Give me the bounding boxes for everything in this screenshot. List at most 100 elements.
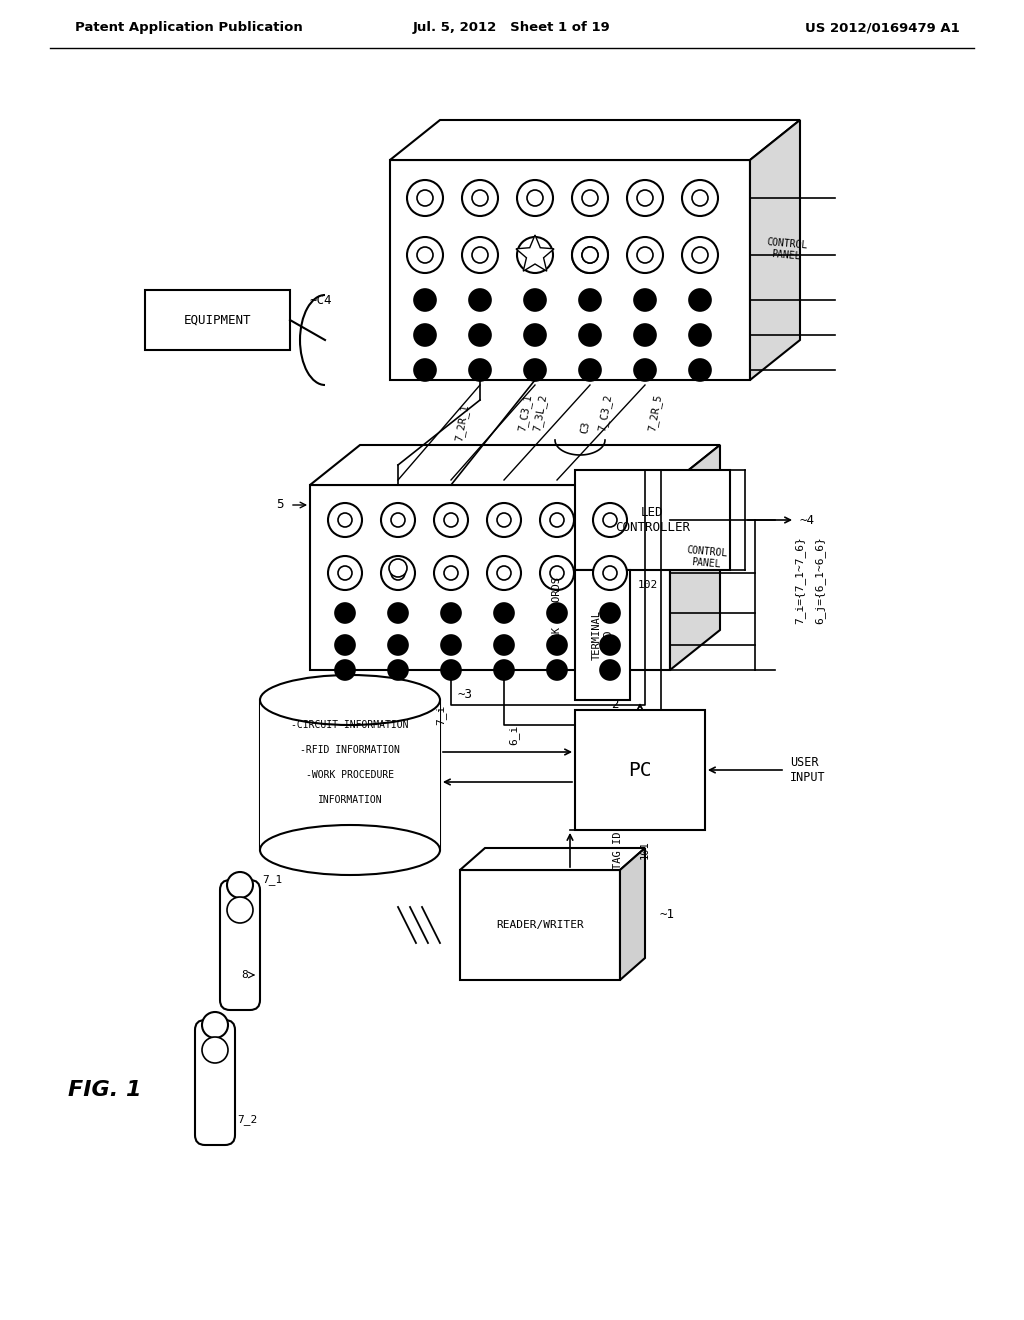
Text: Patent Application Publication: Patent Application Publication — [75, 21, 303, 34]
Text: 8: 8 — [242, 970, 249, 979]
Circle shape — [328, 503, 362, 537]
Ellipse shape — [260, 675, 440, 725]
Circle shape — [335, 603, 355, 623]
Text: C3: C3 — [579, 421, 591, 434]
Circle shape — [550, 513, 564, 527]
Text: TAG ID: TAG ID — [613, 832, 623, 869]
Text: 6_j={6_1~6_6}: 6_j={6_1~6_6} — [814, 536, 825, 624]
Circle shape — [487, 503, 521, 537]
Circle shape — [517, 238, 553, 273]
Text: 7_1: 7_1 — [262, 875, 283, 886]
Polygon shape — [670, 445, 720, 671]
Circle shape — [407, 180, 443, 216]
Circle shape — [338, 566, 352, 579]
Circle shape — [487, 556, 521, 590]
Text: ~1: ~1 — [660, 908, 675, 920]
Text: LED
CONTROLLER: LED CONTROLLER — [615, 506, 690, 535]
Text: ~4: ~4 — [800, 513, 815, 527]
Text: USER
INPUT: USER INPUT — [790, 756, 825, 784]
Circle shape — [527, 190, 543, 206]
Circle shape — [637, 190, 653, 206]
Text: 7_2: 7_2 — [237, 1114, 257, 1126]
Circle shape — [547, 660, 567, 680]
Circle shape — [593, 556, 627, 590]
Circle shape — [547, 603, 567, 623]
Bar — [575, 470, 730, 570]
Circle shape — [335, 660, 355, 680]
Text: 101: 101 — [640, 841, 650, 859]
Circle shape — [692, 247, 708, 263]
Text: ~3: ~3 — [458, 689, 473, 701]
Text: 5: 5 — [276, 499, 284, 511]
Circle shape — [689, 289, 711, 312]
Circle shape — [469, 359, 490, 381]
Circle shape — [444, 513, 458, 527]
Text: Jul. 5, 2012   Sheet 1 of 19: Jul. 5, 2012 Sheet 1 of 19 — [413, 21, 611, 34]
Circle shape — [524, 359, 546, 381]
Circle shape — [634, 289, 656, 312]
Polygon shape — [750, 120, 800, 380]
Circle shape — [627, 238, 663, 273]
Text: WORK RECORDS: WORK RECORDS — [552, 578, 562, 652]
Text: -RFID INFORMATION: -RFID INFORMATION — [300, 744, 400, 755]
Circle shape — [202, 1012, 228, 1038]
Bar — [575, 570, 630, 700]
Circle shape — [381, 556, 415, 590]
Circle shape — [434, 556, 468, 590]
Circle shape — [550, 566, 564, 579]
Circle shape — [572, 238, 608, 273]
Circle shape — [391, 566, 406, 579]
Circle shape — [494, 635, 514, 655]
FancyBboxPatch shape — [220, 880, 260, 1010]
Circle shape — [494, 660, 514, 680]
Circle shape — [579, 289, 601, 312]
Text: CONTROL
PANEL: CONTROL PANEL — [686, 545, 728, 570]
Circle shape — [637, 247, 653, 263]
Circle shape — [689, 323, 711, 346]
Circle shape — [469, 323, 490, 346]
Circle shape — [600, 660, 620, 680]
Circle shape — [582, 247, 598, 263]
Text: READER/WRITER: READER/WRITER — [496, 920, 584, 931]
Circle shape — [441, 635, 461, 655]
Circle shape — [692, 190, 708, 206]
Bar — [575, 710, 705, 830]
Bar — [310, 484, 670, 671]
Circle shape — [593, 503, 627, 537]
Circle shape — [202, 1038, 228, 1063]
Circle shape — [335, 635, 355, 655]
Circle shape — [407, 238, 443, 273]
Circle shape — [462, 180, 498, 216]
Circle shape — [444, 566, 458, 579]
Circle shape — [441, 660, 461, 680]
Circle shape — [494, 603, 514, 623]
Text: -CIRCUIT INFORMATION: -CIRCUIT INFORMATION — [291, 719, 409, 730]
Circle shape — [497, 513, 511, 527]
Circle shape — [682, 180, 718, 216]
Circle shape — [389, 558, 407, 577]
Polygon shape — [310, 445, 720, 484]
Circle shape — [600, 603, 620, 623]
Polygon shape — [460, 847, 645, 870]
Text: 7_i: 7_i — [435, 705, 446, 725]
Text: 7_2R_5: 7_2R_5 — [646, 393, 664, 432]
Circle shape — [603, 566, 617, 579]
Text: -WORK PROCEDURE: -WORK PROCEDURE — [306, 770, 394, 780]
Polygon shape — [516, 235, 554, 271]
Text: 6_i: 6_i — [509, 725, 519, 744]
Circle shape — [388, 660, 408, 680]
Circle shape — [600, 635, 620, 655]
Text: CONTROL
PANEL: CONTROL PANEL — [766, 238, 808, 263]
Text: INFORMATION: INFORMATION — [317, 795, 382, 805]
Circle shape — [582, 190, 598, 206]
FancyBboxPatch shape — [195, 1020, 234, 1144]
Text: 7_2R_1: 7_2R_1 — [454, 403, 471, 442]
Circle shape — [227, 898, 253, 923]
Circle shape — [627, 180, 663, 216]
Text: ~C4: ~C4 — [310, 293, 333, 306]
Circle shape — [689, 359, 711, 381]
Circle shape — [603, 513, 617, 527]
Circle shape — [414, 359, 436, 381]
Bar — [390, 160, 750, 380]
Circle shape — [579, 323, 601, 346]
